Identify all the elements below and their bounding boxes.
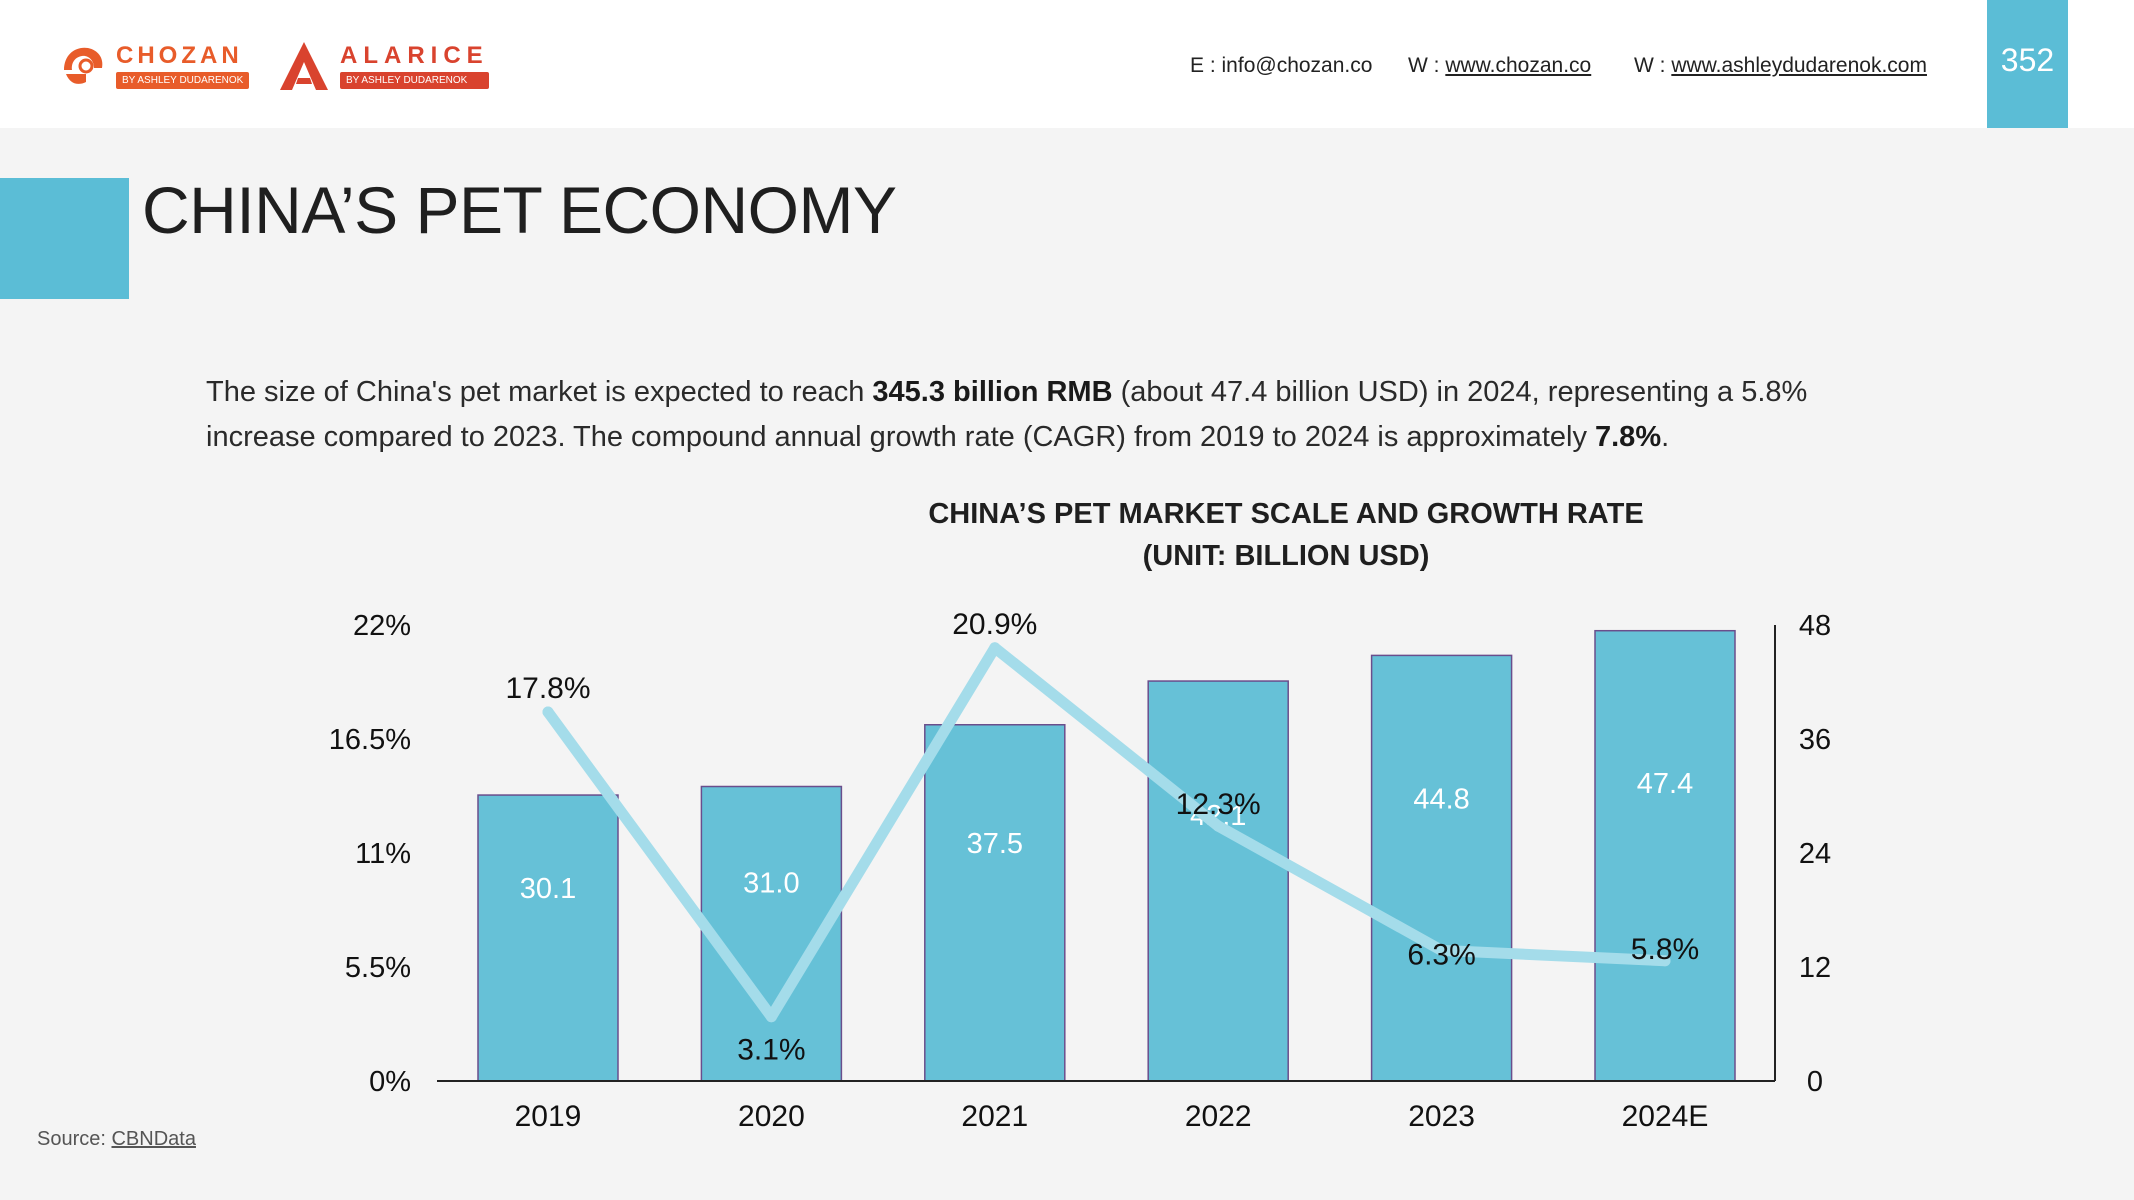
email-link[interactable]: info@chozan.co — [1221, 54, 1373, 77]
intro-text-1: The size of China's pet market is expect… — [206, 376, 873, 408]
intro-bold-market-size: 345.3 billion RMB — [872, 376, 1113, 408]
growth-rate-line — [542, 642, 1671, 1023]
chozan-helmet-icon — [64, 47, 103, 84]
left-tick-label-0: 0% — [369, 1066, 411, 1098]
chart-title: CHINA’S PET MARKET SCALE AND GROWTH RATE — [928, 498, 1644, 530]
source-link[interactable]: CBNData — [111, 1128, 196, 1150]
chart-title-block: CHINA’S PET MARKET SCALE AND GROWTH RATE… — [600, 493, 1972, 577]
x-tick-label-2020: 2020 — [738, 1100, 805, 1133]
page-title: CHINA’S PET ECONOMY — [142, 173, 897, 247]
growth-point-2019 — [542, 706, 554, 718]
x-tick-label-2021: 2021 — [961, 1100, 1028, 1133]
chart-subtitle: (UNIT: BILLION USD) — [1142, 540, 1430, 572]
alarice-logo[interactable]: ALARICE BY ASHLEY DUDARENOK — [276, 36, 489, 96]
intro-bold-cagr: 7.8% — [1595, 421, 1662, 453]
bar-2023 — [1370, 654, 1513, 1082]
bar-2022 — [1147, 680, 1289, 1082]
alarice-logo-name: ALARICE — [340, 42, 489, 69]
title-accent-block — [0, 178, 129, 299]
bar-value-label-2019: 30.1 — [520, 873, 576, 905]
x-tick-label-2022: 2022 — [1185, 1100, 1252, 1133]
contact-web-chozan: W : www.chozan.co — [1408, 54, 1591, 78]
growth-label-2023: 6.3% — [1407, 938, 1475, 971]
intro-text-3: . — [1661, 421, 1670, 453]
web-ashley-link[interactable]: www.ashleydudarenok.com — [1671, 54, 1927, 77]
bar-value-label-2024E: 47.4 — [1637, 768, 1693, 800]
growth-label-2020: 3.1% — [737, 1034, 805, 1067]
bar-2024E — [1594, 629, 1736, 1082]
growth-label-2021: 20.9% — [952, 608, 1037, 641]
email-label: E : — [1190, 54, 1222, 77]
header-bar: CHOZAN BY ASHLEY DUDARENOK ALARICE BY AS… — [0, 0, 2134, 128]
page-number: 352 — [1987, 0, 2068, 128]
intro-text-2: (about 47.4 billion USD) in 2024, repres… — [206, 376, 1808, 453]
growth-label-2019: 17.8% — [505, 672, 590, 705]
x-tick-label-2024E: 2024E — [1622, 1100, 1709, 1133]
right-tick-label-1: 12 — [1799, 952, 1831, 984]
right-tick-label-4: 48 — [1799, 610, 1831, 642]
growth-point-2020 — [765, 1011, 777, 1023]
left-tick-label-3: 16.5% — [329, 724, 411, 756]
right-tick-label-0: 0 — [1807, 1066, 1823, 1098]
growth-point-2023 — [1436, 944, 1448, 956]
web-ashley-label: W : — [1634, 54, 1672, 77]
chozan-logo[interactable]: CHOZAN BY ASHLEY DUDARENOK — [56, 36, 250, 96]
alarice-a-icon — [280, 42, 328, 90]
bar-value-label-2020: 31.0 — [743, 868, 799, 900]
contact-email: E : info@chozan.co — [1190, 54, 1372, 78]
bar-2021 — [924, 724, 1066, 1082]
growth-label-2022: 12.3% — [1176, 788, 1261, 821]
bar-value-label-2023: 44.8 — [1413, 784, 1469, 816]
left-tick-label-2: 11% — [355, 838, 411, 870]
left-tick-label-4: 22% — [353, 610, 411, 642]
growth-point-2022 — [1212, 820, 1224, 832]
x-tick-label-2023: 2023 — [1408, 1100, 1475, 1133]
growth-label-2024E: 5.8% — [1631, 933, 1699, 966]
growth-point-2021 — [989, 642, 1001, 654]
bar-value-label-2021: 37.5 — [967, 828, 1023, 860]
source-label: Source: — [37, 1128, 112, 1150]
alarice-logo-tagline: BY ASHLEY DUDARENOK — [340, 72, 489, 89]
right-tick-label-3: 36 — [1799, 724, 1831, 756]
web-chozan-link[interactable]: www.chozan.co — [1445, 54, 1592, 77]
intro-paragraph: The size of China's pet market is expect… — [206, 370, 1906, 460]
chozan-logo-tagline: BY ASHLEY DUDARENOK — [116, 72, 250, 89]
growth-point-2024E — [1659, 955, 1671, 967]
left-tick-label-1: 5.5% — [345, 952, 411, 984]
chozan-logo-name: CHOZAN — [116, 42, 243, 69]
web-chozan-label: W : — [1408, 54, 1446, 77]
source-note: Source: CBNData — [37, 1128, 196, 1151]
bar-2019 — [477, 794, 619, 1082]
x-tick-label-2019: 2019 — [515, 1100, 582, 1133]
contact-web-ashley: W : www.ashleydudarenok.com — [1634, 54, 1927, 78]
right-tick-label-2: 24 — [1799, 838, 1831, 870]
